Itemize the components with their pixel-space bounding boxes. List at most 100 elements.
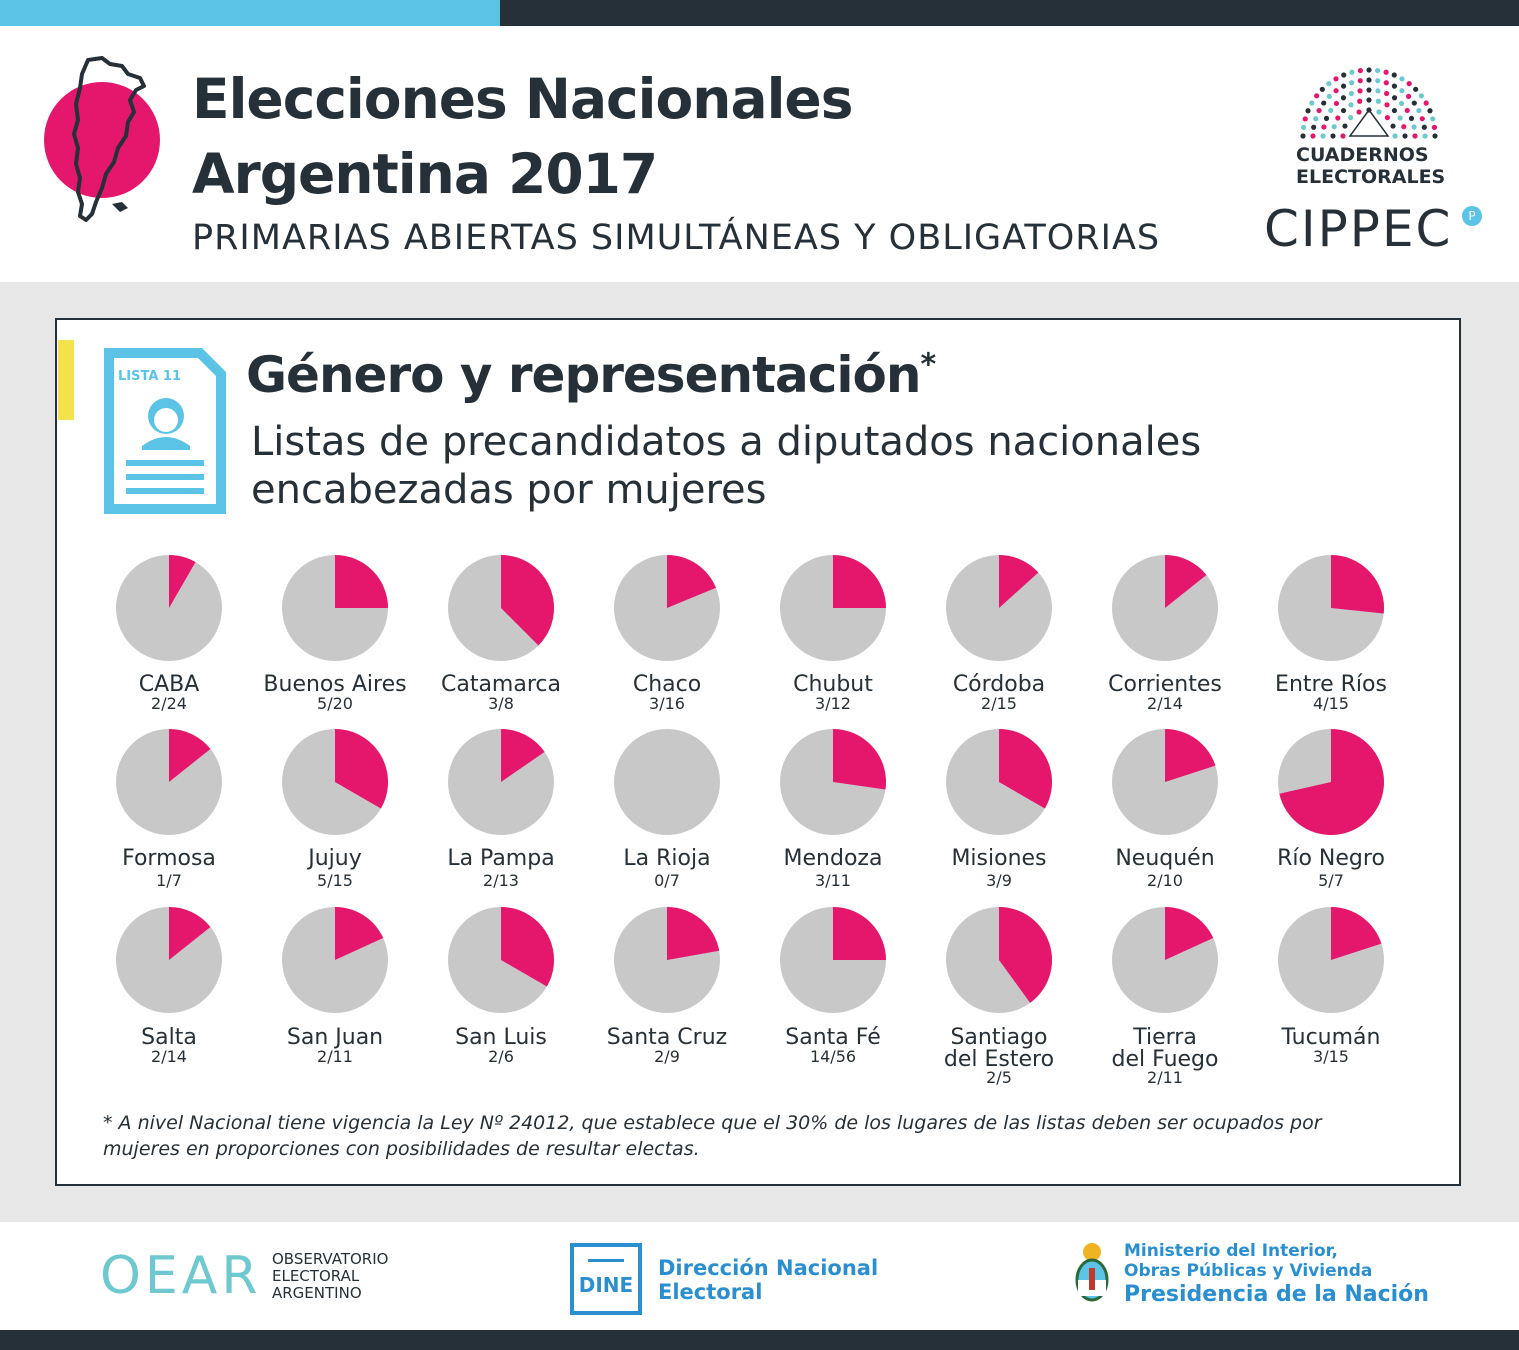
pie-label: Corrientes	[1108, 672, 1222, 697]
seat-dot	[1309, 100, 1315, 106]
pie-slice-women	[1165, 555, 1207, 608]
pie-label: Catamarca	[440, 672, 561, 697]
seat-dot	[1391, 95, 1398, 101]
seat-dot	[1357, 98, 1363, 104]
seat-dot	[1366, 67, 1372, 73]
pie-entre-ríos	[1278, 555, 1384, 661]
main-title: Elecciones Nacionales Argentina 2017	[192, 62, 853, 212]
seat-dot	[1416, 107, 1422, 114]
argentina-map-icon	[44, 56, 160, 222]
cippec-mark-icon: P	[1462, 206, 1482, 226]
pie-fraction: 3/12	[815, 694, 851, 713]
seat-dot	[1320, 133, 1326, 139]
pie-fraction: 2/11	[317, 1047, 353, 1066]
pie-fraction: 5/15	[317, 871, 353, 890]
seat-dot	[1427, 108, 1433, 114]
pie-catamarca	[448, 555, 554, 661]
pie-fraction: 3/16	[649, 694, 685, 713]
dine-logo-text: DINE	[578, 1273, 634, 1297]
pie-fraction: 14/56	[809, 1047, 857, 1066]
seat-dot	[1422, 133, 1428, 139]
dine-name: Dirección Nacional Electoral	[658, 1256, 878, 1304]
pie-slice-rest	[614, 729, 720, 835]
seat-dot	[1399, 88, 1405, 94]
pie-label: Chaco	[632, 672, 702, 697]
seat-dot	[1311, 124, 1317, 130]
seat-dot	[1326, 93, 1333, 100]
pie-santa-fé	[780, 907, 886, 1013]
pie-san-luis	[448, 907, 554, 1013]
main-title-line2: Argentina 2017	[192, 142, 658, 206]
pie-label: Tierra del Fuego	[1080, 1027, 1250, 1071]
cippec-logo: CIPPEC	[1264, 200, 1453, 258]
seat-dot	[1406, 81, 1412, 87]
pie-slice-women	[833, 729, 886, 790]
pie-slice-women	[169, 555, 196, 608]
main-subtitle: PRIMARIAS ABIERTAS SIMULTÁNEAS Y OBLIGAT…	[192, 218, 1161, 258]
pie-fraction: 2/13	[483, 871, 519, 890]
seat-dot	[1316, 107, 1322, 114]
pie-fraction: 2/14	[1147, 694, 1183, 713]
pie-fraction: 3/8	[488, 694, 514, 713]
seat-dot	[1376, 109, 1382, 115]
pie-slice-women	[999, 729, 1052, 809]
seat-dot	[1391, 83, 1398, 89]
seat-dot	[1356, 109, 1362, 115]
podium-triangle	[1348, 108, 1390, 137]
pie-slice-women	[335, 907, 384, 960]
dine-line2: Electoral	[658, 1280, 763, 1304]
pie-fraction: 1/7	[156, 871, 182, 890]
seat-dot	[1405, 93, 1412, 100]
pie-label: Buenos Aires	[263, 672, 407, 697]
seat-dot	[1333, 76, 1339, 82]
seat-dot	[1340, 83, 1347, 89]
seat-dot	[1384, 90, 1390, 97]
section-title-mark: *	[920, 347, 936, 383]
pie-chaco	[614, 555, 720, 661]
seat-dot	[1384, 115, 1390, 121]
seat-dot	[1412, 133, 1418, 139]
pie-fraction: 3/9	[986, 871, 1012, 890]
seat-dot	[1408, 115, 1415, 121]
seat-dot	[1430, 116, 1436, 122]
footnote: * A nivel Nacional tiene vigencia la Ley…	[103, 1110, 1383, 1162]
seat-dot	[1391, 72, 1397, 78]
pie-san-juan	[282, 907, 388, 1013]
pie-label: Chubut	[793, 672, 873, 697]
cuadernos-line2: ELECTORALES	[1296, 166, 1446, 188]
oear-line2: ELECTORAL	[272, 1267, 360, 1285]
pie-label: Misiones	[951, 846, 1047, 871]
pie-label: Santa Fé	[785, 1025, 881, 1050]
pie-label: Entre Ríos	[1275, 672, 1387, 697]
seat-dot	[1349, 80, 1355, 86]
pie-label: La Rioja	[623, 846, 711, 871]
seat-dot	[1383, 80, 1389, 86]
pie-label: San Juan	[286, 1025, 384, 1050]
pie-label: Santiago del Estero	[914, 1027, 1084, 1071]
seat-dot	[1366, 77, 1372, 83]
top-dark-bar	[500, 0, 1519, 26]
seat-dot	[1342, 123, 1348, 129]
seat-dot	[1321, 124, 1327, 130]
ministerio-line1: Ministerio del Interior,	[1124, 1241, 1339, 1261]
pie-fraction: 2/5	[986, 1068, 1012, 1087]
pie-fraction: 3/11	[815, 871, 851, 890]
seat-dot	[1366, 87, 1372, 93]
pie-misiones	[946, 729, 1052, 835]
seat-dot	[1399, 76, 1405, 82]
seat-dot	[1300, 133, 1306, 139]
pie-la-pampa	[448, 729, 554, 835]
ministerio-line2: Obras Públicas y Vivienda	[1124, 1261, 1373, 1281]
pie-slice-women	[1279, 729, 1384, 835]
pie-chubut	[780, 555, 886, 661]
pie-label-line1: Santiago	[950, 1025, 1048, 1050]
pie-santiago-del-estero	[946, 907, 1052, 1013]
seat-dot	[1423, 100, 1429, 106]
seat-dot	[1323, 115, 1330, 121]
header	[0, 26, 1519, 282]
oear-name: OBSERVATORIO ELECTORAL ARGENTINO	[272, 1251, 388, 1302]
seat-dot	[1328, 107, 1334, 114]
pie-slice-women	[501, 555, 554, 646]
pie-label: Formosa	[122, 846, 216, 871]
oear-line1: OBSERVATORIO	[272, 1250, 389, 1268]
